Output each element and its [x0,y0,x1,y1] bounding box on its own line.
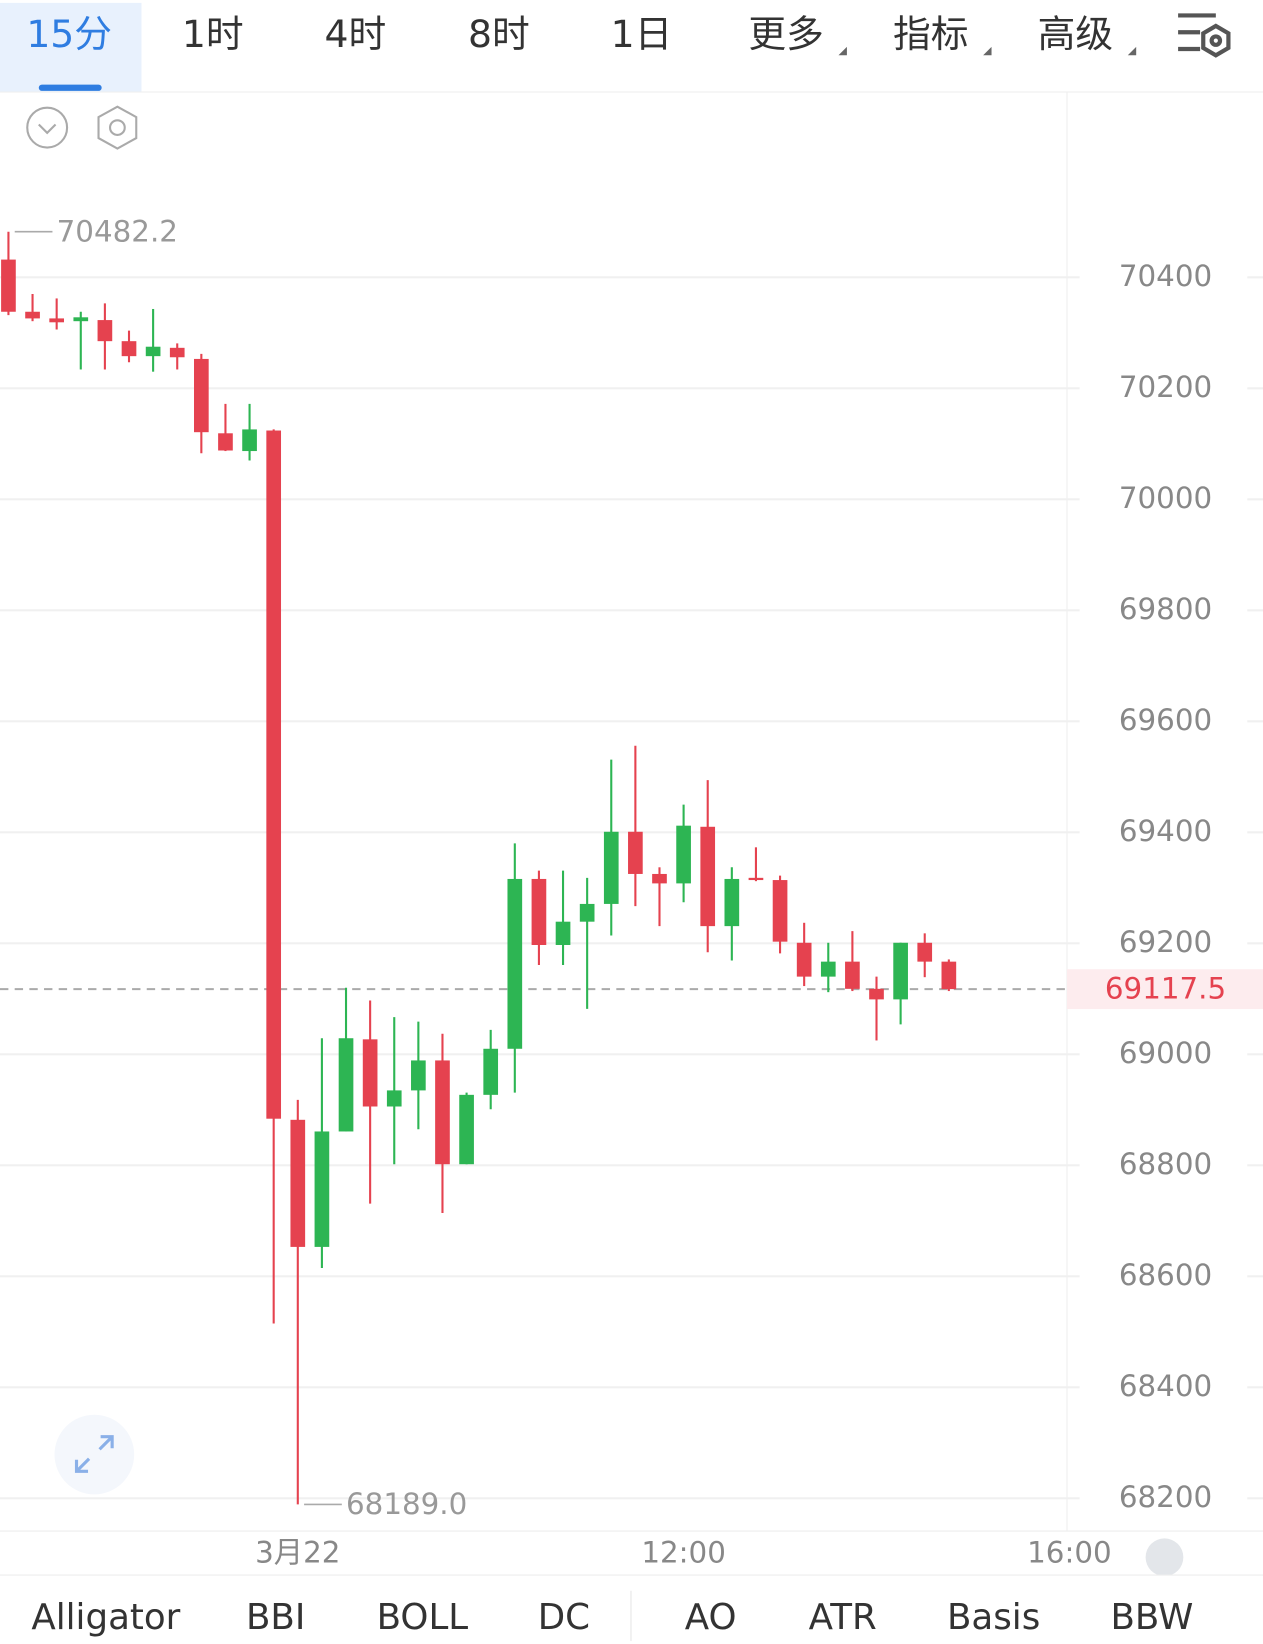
candle-body [917,942,933,962]
candle-body [362,1039,378,1107]
candle-body [507,878,523,1049]
candle-body [869,988,884,1000]
candle-body [628,831,643,874]
candle-body [1,259,16,312]
candle-body [338,1038,354,1132]
indicator-tab[interactable]: BBI [246,1597,305,1638]
candle-body [97,320,113,342]
indicator-tab[interactable]: DC [538,1597,590,1638]
candle-body [652,873,667,884]
y-tick-label: 70200 [1119,370,1212,404]
y-tick-label: 69000 [1119,1036,1212,1070]
dropdown-caret [838,46,847,56]
candle-body [290,1119,306,1247]
candle-body [845,961,860,989]
candle-body [555,921,571,945]
candle-body [145,346,161,357]
timeframe-tab[interactable]: 1日 [611,12,673,56]
y-tick-label: 68800 [1119,1147,1212,1181]
candle-body [49,318,65,323]
candle-body [748,877,764,881]
active-tab-indicator [38,84,102,91]
indicator-tab[interactable]: AO [685,1597,737,1638]
logo-badge [1145,1538,1184,1577]
y-tick-label: 70400 [1119,259,1212,293]
candle-body [266,430,282,1119]
candle-body [893,942,908,1000]
fullscreen-button[interactable] [54,1414,135,1495]
candle-body [386,1090,402,1107]
y-tick-label: 68400 [1119,1369,1212,1403]
candle-body [820,961,836,977]
indicator-tab[interactable]: BBW [1110,1597,1193,1638]
timeframe-tab[interactable]: 15分 [26,12,112,56]
indicator-tab[interactable]: BOLL [377,1597,469,1638]
x-tick-label: 3月22 [255,1536,340,1570]
timeframe-tab[interactable]: 8时 [468,12,530,56]
candle-body [242,429,257,452]
candle-body [941,961,957,990]
y-tick-label: 70000 [1119,481,1212,515]
candle-body [121,341,137,357]
timeframe-tab[interactable]: 高级 [1038,12,1113,56]
collapse-icon[interactable] [26,106,69,149]
settings-icon[interactable] [1178,13,1231,58]
candle-body [483,1048,499,1095]
timeframe-tab[interactable]: 4时 [324,12,386,56]
candle-body [603,831,619,904]
y-tick-label: 69200 [1119,925,1212,959]
candle-body [25,311,40,319]
y-tick-label: 68600 [1119,1258,1212,1292]
candle-body [700,826,716,927]
active-tab-bg [0,2,142,92]
candle-body [531,878,547,945]
last-price-box [1066,969,1263,1010]
extreme-label: 70482.2 [57,214,178,248]
x-tick-label: 16:00 [1027,1536,1112,1570]
candle-body [796,942,812,977]
chart-settings-icon[interactable] [97,105,138,150]
candle-body [194,358,209,433]
y-tick-label: 69800 [1119,592,1212,626]
dropdown-caret [983,46,992,56]
indicator-tab[interactable]: Basis [947,1597,1040,1638]
candle-body [435,1060,450,1165]
candle-body [579,903,595,922]
last-price-label: 69117.5 [1105,972,1226,1006]
candle-body [169,347,185,358]
y-tick-label: 69600 [1119,703,1212,737]
candle-body [411,1060,426,1091]
x-tick-label: 12:00 [641,1536,726,1570]
candle-body [676,825,691,884]
extreme-label: 68189.0 [346,1487,467,1521]
timeframe-tab[interactable]: 1时 [182,12,244,56]
y-tick-label: 69400 [1119,814,1212,848]
candle-body [314,1131,330,1247]
candle-body [218,433,233,451]
candle-body [772,880,788,942]
timeframe-tab[interactable]: 指标 [893,12,968,56]
candle-body [459,1094,474,1165]
timeframe-tab[interactable]: 更多 [748,12,823,56]
candle-body [73,317,89,322]
y-tick-label: 68200 [1119,1480,1212,1514]
dropdown-caret [1127,46,1137,56]
candle-body [724,878,740,927]
indicator-tab[interactable]: ATR [809,1597,877,1638]
indicator-tab[interactable]: Alligator [31,1597,180,1638]
